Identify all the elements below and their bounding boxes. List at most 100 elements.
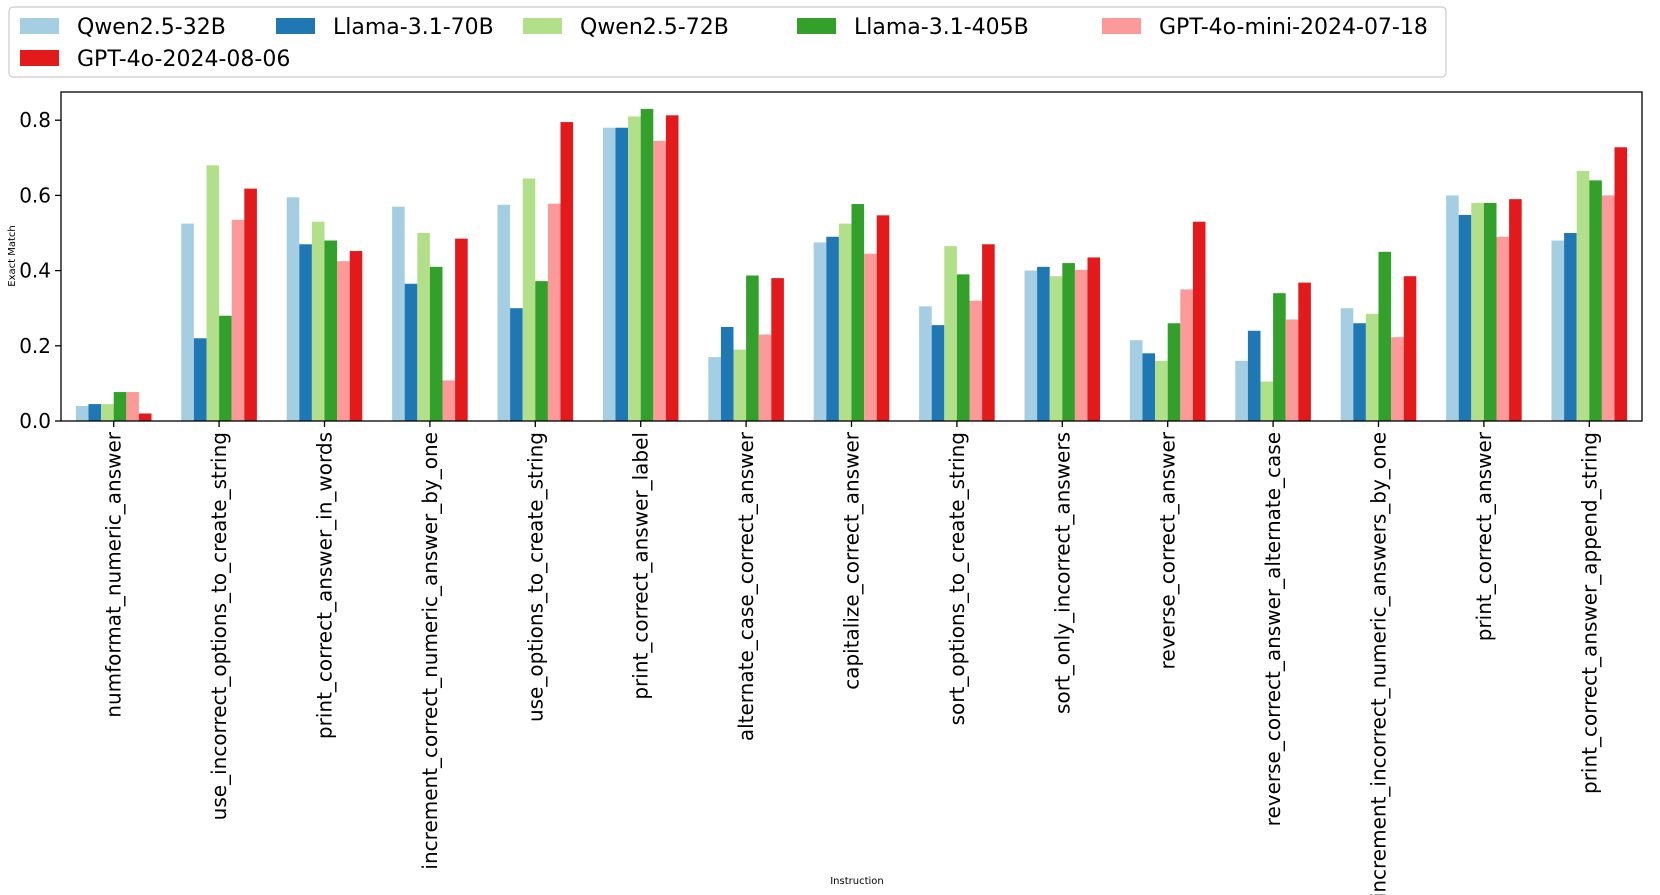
legend-label: Qwen2.5-32B bbox=[77, 15, 226, 40]
bar-GPT-4o-mini-2024-07-18-reverse_correct_answer bbox=[1180, 289, 1193, 421]
bar-Llama-3.1-70B-print_correct_answer_append_string bbox=[1564, 233, 1577, 421]
bar-Qwen2.5-72B-sort_only_incorrect_answers bbox=[1049, 276, 1063, 421]
x-tick-label: alternate_case_correct_answer bbox=[734, 431, 758, 741]
legend-swatch bbox=[276, 18, 315, 34]
bar-GPT-4o-2024-08-06-reverse_correct_answer_alternate_case bbox=[1298, 282, 1311, 421]
bar-Llama-3.1-405B-increment_incorrect_numeric_answers_by_one bbox=[1378, 251, 1392, 421]
bar-GPT-4o-2024-08-06-alternate_case_correct_answer bbox=[771, 278, 784, 421]
bar-GPT-4o-mini-2024-07-18-increment_correct_numeric_answer_by_one bbox=[442, 380, 456, 421]
bar-Qwen2.5-32B-increment_correct_numeric_answer_by_one bbox=[392, 206, 405, 421]
bar-Qwen2.5-32B-print_correct_answer_append_string bbox=[1551, 240, 1565, 421]
bar-Qwen2.5-72B-use_incorrect_options_to_create_string bbox=[206, 165, 220, 421]
bar-GPT-4o-mini-2024-07-18-print_correct_answer_label bbox=[653, 140, 666, 421]
bar-GPT-4o-mini-2024-07-18-reverse_correct_answer_alternate_case bbox=[1285, 319, 1299, 421]
bar-Llama-3.1-405B-print_correct_answer_in_words bbox=[324, 240, 338, 421]
bar-Llama-3.1-405B-print_correct_answer bbox=[1483, 202, 1497, 421]
legend-item: GPT-4o-mini-2024-07-18 bbox=[1102, 15, 1428, 40]
y-tick-label: 0.6 bbox=[19, 183, 51, 207]
bar-GPT-4o-mini-2024-07-18-capitalize_correct_answer bbox=[864, 253, 877, 421]
y-tick-label: 0.8 bbox=[19, 108, 51, 132]
legend-item: Qwen2.5-72B bbox=[523, 15, 729, 40]
bar-Llama-3.1-70B-sort_only_incorrect_answers bbox=[1037, 266, 1050, 421]
legend-item: Llama-3.1-70B bbox=[276, 15, 494, 40]
bar-Qwen2.5-72B-print_correct_answer_in_words bbox=[311, 221, 325, 421]
bar-GPT-4o-2024-08-06-print_correct_answer_append_string bbox=[1614, 147, 1628, 421]
legend-label: GPT-4o-mini-2024-07-18 bbox=[1159, 15, 1428, 40]
x-tick-label: sort_options_to_create_string bbox=[945, 432, 969, 725]
y-axis-label: Exact Match bbox=[7, 225, 18, 286]
legend-swatch bbox=[1102, 18, 1141, 34]
bar-GPT-4o-mini-2024-07-18-alternate_case_correct_answer bbox=[758, 334, 772, 421]
bar-GPT-4o-mini-2024-07-18-numformat_numeric_answer bbox=[126, 392, 139, 421]
x-tick-label: capitalize_correct_answer bbox=[840, 431, 864, 690]
bar-Qwen2.5-32B-reverse_correct_answer_alternate_case bbox=[1235, 360, 1248, 421]
bar-Qwen2.5-72B-print_correct_answer bbox=[1471, 202, 1484, 421]
x-tick-label: print_correct_answer bbox=[1472, 431, 1496, 641]
bar-GPT-4o-2024-08-06-capitalize_correct_answer bbox=[876, 215, 890, 421]
bar-Qwen2.5-72B-numformat_numeric_answer bbox=[101, 404, 114, 421]
bar-Qwen2.5-32B-print_correct_answer_in_words bbox=[286, 197, 300, 421]
x-axis-label: Instruction bbox=[830, 876, 884, 887]
bar-Qwen2.5-72B-increment_incorrect_numeric_answers_by_one bbox=[1365, 313, 1379, 421]
bar-GPT-4o-2024-08-06-use_options_to_create_string bbox=[560, 122, 574, 421]
y-tick-label: 0.4 bbox=[19, 259, 51, 283]
legend-label: Qwen2.5-72B bbox=[580, 15, 729, 40]
bar-GPT-4o-mini-2024-07-18-print_correct_answer_append_string bbox=[1601, 195, 1615, 421]
legend-swatch bbox=[20, 18, 59, 34]
bar-Qwen2.5-32B-alternate_case_correct_answer bbox=[708, 357, 721, 421]
y-tick-label: 0.0 bbox=[19, 409, 51, 433]
x-tick-label: use_incorrect_options_to_create_string bbox=[207, 432, 231, 820]
bar-Qwen2.5-32B-numformat_numeric_answer bbox=[75, 405, 89, 421]
plot-area: 0.0 0.2 0.4 0.6 0.8 numformat_numeric_answer… bbox=[19, 91, 1643, 895]
bar-Qwen2.5-72B-print_correct_answer_label bbox=[628, 116, 641, 421]
bar-Llama-3.1-405B-print_correct_answer_append_string bbox=[1589, 180, 1602, 421]
bar-Llama-3.1-405B-increment_correct_numeric_answer_by_one bbox=[429, 266, 443, 421]
bar-Llama-3.1-405B-sort_only_incorrect_answers bbox=[1062, 263, 1075, 421]
bar-Llama-3.1-70B-numformat_numeric_answer bbox=[88, 404, 102, 421]
bar-GPT-4o-mini-2024-07-18-use_incorrect_options_to_create_string bbox=[231, 219, 245, 421]
x-tick-label: print_correct_answer_append_string bbox=[1577, 432, 1601, 794]
bar-Llama-3.1-405B-capitalize_correct_answer bbox=[851, 204, 865, 421]
bar-Llama-3.1-405B-reverse_correct_answer_alternate_case bbox=[1273, 293, 1286, 421]
bar-Llama-3.1-70B-print_correct_answer_in_words bbox=[299, 244, 312, 421]
bar-GPT-4o-2024-08-06-increment_correct_numeric_answer_by_one bbox=[455, 238, 468, 421]
bar-Llama-3.1-70B-sort_options_to_create_string bbox=[931, 325, 945, 421]
legend-item: GPT-4o-2024-08-06 bbox=[20, 47, 290, 72]
bar-Qwen2.5-32B-reverse_correct_answer bbox=[1129, 340, 1143, 421]
bar-Llama-3.1-405B-use_incorrect_options_to_create_string bbox=[219, 315, 232, 421]
legend-item: Llama-3.1-405B bbox=[797, 15, 1029, 40]
bar-Llama-3.1-70B-print_correct_answer bbox=[1458, 214, 1472, 421]
x-tick-label: reverse_correct_answer_alternate_case bbox=[1261, 432, 1285, 826]
x-tick-label: print_correct_answer_in_words bbox=[313, 432, 337, 739]
bar-GPT-4o-2024-08-06-print_correct_answer_label bbox=[665, 115, 679, 421]
bar-Qwen2.5-72B-alternate_case_correct_answer bbox=[733, 349, 747, 421]
bar-Llama-3.1-405B-sort_options_to_create_string bbox=[956, 274, 970, 421]
bar-GPT-4o-mini-2024-07-18-increment_incorrect_numeric_answers_by_one bbox=[1391, 337, 1404, 421]
x-tick-label: increment_correct_numeric_answer_by_one bbox=[418, 432, 442, 870]
bar-Llama-3.1-70B-increment_correct_numeric_answer_by_one bbox=[404, 283, 418, 421]
bar-Llama-3.1-70B-capitalize_correct_answer bbox=[826, 236, 839, 421]
legend-swatch bbox=[797, 18, 836, 34]
legend: Qwen2.5-32B Llama-3.1-70B Qwen2.5-72B Llama… bbox=[8, 6, 1447, 78]
x-tick-label: sort_only_incorrect_answers bbox=[1050, 432, 1074, 714]
legend-label: GPT-4o-2024-08-06 bbox=[77, 47, 290, 72]
legend-swatch bbox=[20, 50, 59, 66]
bar-GPT-4o-mini-2024-07-18-use_options_to_create_string bbox=[547, 203, 561, 421]
bar-Qwen2.5-32B-capitalize_correct_answer bbox=[813, 242, 827, 421]
bar-Llama-3.1-70B-use_incorrect_options_to_create_string bbox=[193, 338, 207, 421]
bar-Llama-3.1-70B-use_options_to_create_string bbox=[510, 308, 523, 421]
bar-GPT-4o-2024-08-06-sort_only_incorrect_answers bbox=[1087, 257, 1101, 421]
x-tick-label: increment_incorrect_numeric_answers_by_o… bbox=[1367, 432, 1391, 895]
bar-Qwen2.5-72B-print_correct_answer_append_string bbox=[1576, 170, 1590, 421]
x-tick-label: numformat_numeric_answer bbox=[102, 431, 126, 717]
x-tick-label: reverse_correct_answer bbox=[1156, 431, 1180, 669]
y-tick-label: 0.2 bbox=[19, 334, 51, 358]
bar-Llama-3.1-70B-reverse_correct_answer bbox=[1142, 353, 1156, 421]
bar-GPT-4o-mini-2024-07-18-print_correct_answer_in_words bbox=[337, 261, 350, 421]
bar-GPT-4o-2024-08-06-print_correct_answer_in_words bbox=[349, 251, 363, 421]
bar-GPT-4o-2024-08-06-reverse_correct_answer bbox=[1192, 221, 1206, 421]
x-axis: numformat_numeric_answer use_incorrect_op… bbox=[102, 421, 1601, 895]
bar-GPT-4o-mini-2024-07-18-sort_only_incorrect_answers bbox=[1074, 269, 1088, 421]
bar-Llama-3.1-405B-use_options_to_create_string bbox=[535, 281, 548, 421]
